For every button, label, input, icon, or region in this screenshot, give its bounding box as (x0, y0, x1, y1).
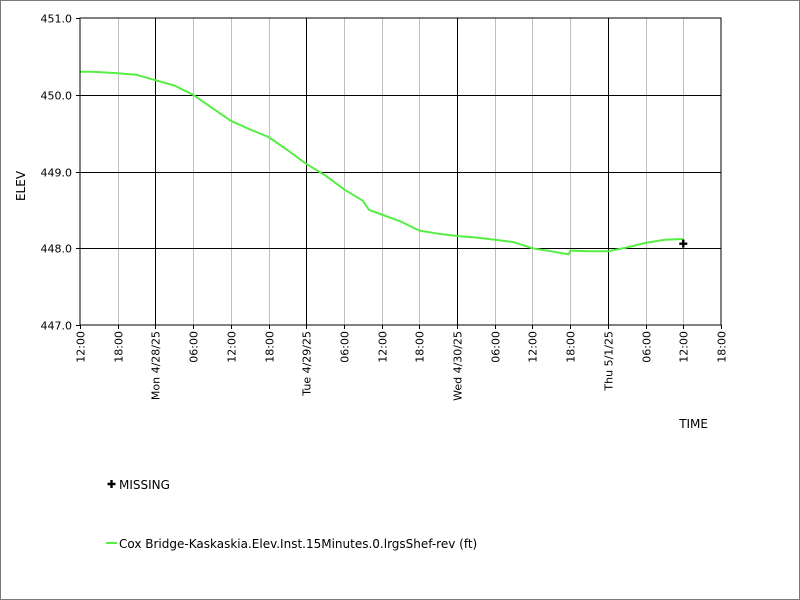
legend-item-series: Cox Bridge-Kaskaskia.Elev.Inst.15Minutes… (106, 537, 477, 551)
missing-marker-layer (679, 239, 688, 248)
x-axis-label: TIME (678, 417, 708, 431)
x-tick-labels: 12:00 18:00 Mon 4/28/25 06:00 12:00 18:00 Tue … (75, 325, 729, 401)
x-tick-label: 06:00 (339, 331, 352, 363)
x-tick-label: Mon 4/28/25 (150, 331, 163, 400)
x-tick-label: 12:00 (226, 331, 239, 363)
series-line (80, 70, 684, 256)
legend-item-missing: MISSING (107, 478, 170, 492)
x-tick-label: 12:00 (75, 331, 88, 363)
series-layer (80, 70, 684, 256)
x-tick-label: 18:00 (113, 331, 126, 363)
x-tick-label: Tue 4/29/25 (301, 331, 314, 397)
y-tick-label: 451.0 (41, 13, 73, 26)
missing-marker-icon (679, 239, 688, 248)
legend: MISSING Cox Bridge-Kaskaskia.Elev.Inst.1… (106, 478, 477, 551)
x-tick-label: 06:00 (188, 331, 201, 363)
x-tick-label: Wed 4/30/25 (452, 331, 465, 401)
y-tick-label: 448.0 (41, 243, 73, 256)
plot-area-border (79, 17, 722, 326)
x-tick-label: Thu 5/1/25 (603, 331, 616, 392)
x-tick-label: 18:00 (565, 331, 578, 363)
x-tick-label: 18:00 (414, 331, 427, 363)
x-tick-label: 12:00 (377, 331, 390, 363)
x-tick-label: 18:00 (716, 331, 729, 363)
x-tick-label: 06:00 (641, 331, 654, 363)
y-tick-labels: 451.0 450.0 449.0 448.0 447.0 (41, 13, 80, 333)
legend-label-series: Cox Bridge-Kaskaskia.Elev.Inst.15Minutes… (119, 537, 477, 551)
y-axis-label: ELEV (14, 170, 28, 201)
grid-layer (80, 18, 721, 325)
y-tick-label: 447.0 (41, 320, 73, 333)
y-tick-label: 449.0 (41, 167, 73, 180)
legend-label-missing: MISSING (119, 478, 170, 492)
x-tick-label: 06:00 (490, 331, 503, 363)
plus-marker-icon (107, 480, 116, 488)
x-tick-label: 12:00 (678, 331, 691, 363)
x-tick-label: 12:00 (527, 331, 540, 363)
y-tick-label: 450.0 (41, 90, 73, 103)
x-tick-label: 18:00 (264, 331, 277, 363)
